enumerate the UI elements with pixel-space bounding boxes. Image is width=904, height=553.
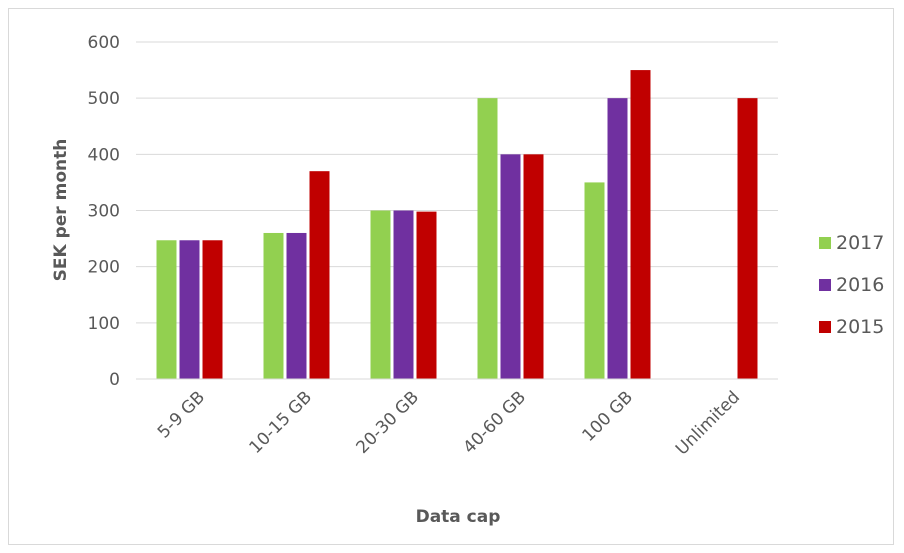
bar-2016-20-30GB: [393, 210, 414, 379]
legend-swatch: [819, 237, 831, 249]
bar-2015-20-30GB: [416, 211, 437, 379]
x-tick-label: 100 GB: [579, 387, 637, 445]
x-axis-ticks: 5-9 GB 10-15 GB 20-30 GB 40-60 GB 100 GB Unli…: [154, 387, 744, 459]
bar-2017-100GB: [584, 182, 605, 379]
bar-2017-5-9GB: [156, 240, 177, 379]
bars: [156, 70, 758, 380]
y-tick-label: 400: [88, 145, 120, 165]
legend-swatch: [819, 321, 831, 333]
bar-2016-40-60GB: [500, 154, 521, 379]
gridlines: [136, 41, 778, 324]
bar-2015-100GB: [630, 70, 651, 379]
bar-2015-Unlimited: [737, 98, 758, 380]
legend-swatch: [819, 279, 831, 291]
y-axis-title: SEK per month: [51, 139, 71, 282]
bar-2015-10-15GB: [309, 171, 330, 379]
legend-label: 2017: [836, 232, 884, 254]
y-tick-label: 100: [88, 314, 120, 334]
y-tick-label: 0: [109, 370, 120, 390]
y-tick-label: 600: [88, 33, 120, 53]
bar-2016-10-15GB: [286, 232, 307, 379]
bar-2015-40-60GB: [523, 154, 544, 379]
y-tick-label: 500: [88, 89, 120, 109]
bar-2016-5-9GB: [179, 240, 200, 379]
x-tick-label: 10-15 GB: [246, 387, 316, 457]
y-tick-label: 300: [88, 202, 120, 222]
x-tick-label: 40-60 GB: [460, 387, 530, 457]
legend-label: 2015: [836, 316, 884, 338]
bar-2016-100GB: [607, 98, 628, 380]
x-tick-label: 5-9 GB: [154, 387, 209, 442]
bar-2017-10-15GB: [263, 232, 284, 379]
bar-2017-20-30GB: [370, 210, 391, 379]
y-axis-ticks: 0 100 200 300 400 500 600: [88, 33, 120, 390]
bar-2017-40-60GB: [477, 98, 498, 380]
x-tick-label: Unlimited: [672, 387, 744, 459]
legend-label: 2016: [836, 274, 884, 296]
y-tick-label: 200: [88, 258, 120, 278]
bar-2015-5-9GB: [202, 240, 223, 379]
x-axis-title: Data cap: [416, 507, 501, 527]
legend: 2017 2016 2015: [819, 232, 884, 338]
x-tick-label: 20-30 GB: [353, 387, 423, 457]
